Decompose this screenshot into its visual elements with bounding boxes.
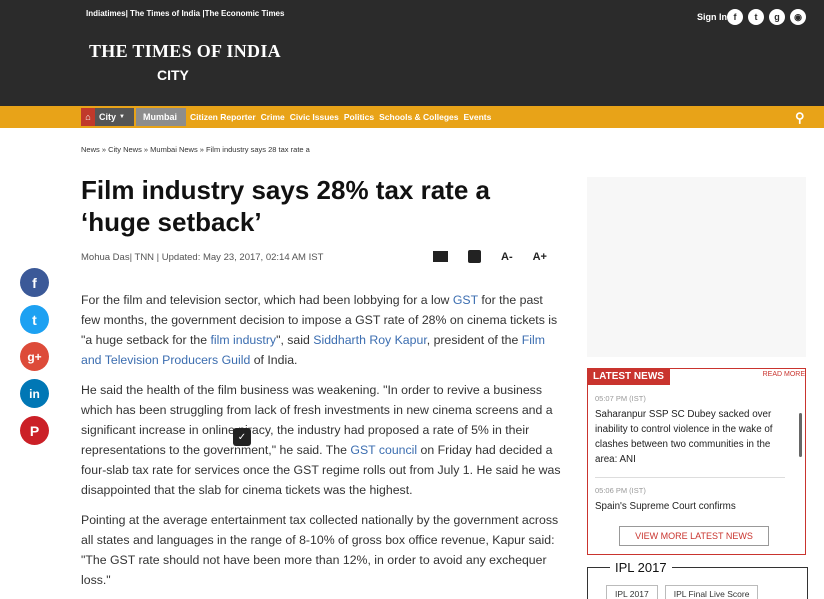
paragraph: Pointing at the average entertainment ta… (81, 513, 559, 587)
producers-guild-link[interactable]: Film and Television Producers Guild (81, 333, 546, 367)
nav-politics[interactable]: Politics (343, 112, 375, 122)
twitter-share-icon[interactable]: t (20, 305, 49, 334)
sign-in-link[interactable]: Sign In (697, 12, 727, 22)
text: For the film and television sector, whic… (81, 293, 453, 307)
google-plus-icon[interactable]: g (769, 9, 785, 25)
film-industry-link[interactable]: film industry (210, 333, 277, 347)
facebook-icon[interactable]: f (727, 9, 743, 25)
ipl-tags: IPL 2017 IPL Final Live Score (606, 585, 759, 599)
news-title[interactable]: Spain's Supreme Court confirms (595, 501, 736, 512)
text: ", said (276, 333, 314, 347)
nav-mumbai[interactable]: Mumbai (136, 108, 186, 126)
text: of India. (250, 353, 298, 367)
pocket-save-icon[interactable]: ✓ (233, 428, 251, 446)
list-item[interactable]: 05:07 PM (IST) Saharanpur SSP SC Dubey s… (595, 394, 795, 467)
nav-items: Citizen Reporter Crime Civic Issues Poli… (190, 112, 491, 122)
news-time: 05:06 PM (IST) (595, 486, 646, 495)
breadcrumb[interactable]: News » City News » Mumbai News » Film in… (81, 145, 310, 154)
gst-link[interactable]: GST (452, 293, 478, 307)
latest-news-title: LATEST NEWS (587, 368, 670, 385)
ipl-tag[interactable]: IPL 2017 (606, 585, 658, 599)
home-icon[interactable]: ⌂ (81, 108, 95, 126)
ad-slot (587, 177, 806, 357)
news-time: 05:07 PM (IST) (595, 394, 646, 403)
ipl-tag[interactable]: IPL Final Live Score (664, 585, 759, 599)
list-item[interactable]: 05:06 PM (IST) Spain's Supreme Court con… (595, 486, 795, 514)
text: , president of the (426, 333, 522, 347)
news-title[interactable]: Saharanpur SSP SC Dubey sacked over inab… (595, 409, 773, 465)
nav-events[interactable]: Events (463, 112, 492, 122)
font-decrease-button[interactable]: A- (501, 250, 513, 263)
nav-citizen-reporter[interactable]: Citizen Reporter (190, 112, 256, 122)
byline: Mohua Das| TNN | Updated: May 23, 2017, … (81, 252, 324, 263)
nav-city-label: City (99, 112, 117, 122)
rss-icon[interactable]: ◉ (790, 9, 806, 25)
facebook-share-icon[interactable]: f (20, 268, 49, 297)
text: He said the health of the film business … (81, 383, 553, 457)
ipl-widget: IPL 2017 IPL 2017 IPL Final Live Score (587, 560, 808, 599)
nav-city[interactable]: City ▼ (95, 108, 134, 126)
twitter-icon[interactable]: t (748, 9, 764, 25)
text: on Friday had decided a four-slab tax ra… (81, 443, 561, 497)
siddharth-roy-kapur-link[interactable]: Siddharth Roy Kapur (313, 333, 427, 347)
read-more-link[interactable]: READ MORE (762, 371, 805, 378)
masthead: Indiatimes| The Times of India |The Econ… (0, 0, 824, 106)
font-increase-button[interactable]: A+ (532, 250, 547, 263)
page-title: Film industry says 28% tax rate a ‘huge … (81, 175, 490, 237)
article-tools: A- A+ (433, 250, 547, 263)
paragraph: He said the health of the film business … (81, 380, 565, 500)
nav-schools-colleges[interactable]: Schools & Colleges (379, 112, 459, 122)
gst-council-link[interactable]: GST council (350, 443, 418, 457)
pinterest-share-icon[interactable]: P (20, 416, 49, 445)
search-icon[interactable]: ⚲ (795, 110, 805, 125)
nav-crime[interactable]: Crime (260, 112, 285, 122)
text: for the past few months, the government … (81, 293, 558, 347)
nav-bar: ⌂ City ▼ Mumbai Citizen Reporter Crime Ci… (0, 106, 824, 128)
top-links[interactable]: Indiatimes| The Times of India |The Econ… (86, 9, 285, 18)
latest-news-widget: LATEST NEWS READ MORE 05:07 PM (IST) Sah… (587, 368, 806, 555)
brand-sub[interactable]: CITY (157, 67, 189, 83)
print-icon[interactable] (468, 250, 481, 263)
article-body: For the film and television sector, whic… (81, 290, 565, 599)
social-top: f t g ◉ (727, 9, 806, 25)
scrollbar[interactable] (799, 413, 802, 457)
ipl-title: IPL 2017 (610, 560, 672, 575)
divider (595, 477, 785, 478)
google-plus-share-icon[interactable]: g+ (20, 342, 49, 371)
paragraph: For the film and television sector, whic… (81, 290, 565, 370)
view-more-button[interactable]: VIEW MORE LATEST NEWS (619, 526, 769, 546)
share-bar: f t g+ in P (20, 268, 49, 445)
brand-logo[interactable]: THE TIMES OF INDIA (89, 41, 281, 61)
nav-civic-issues[interactable]: Civic Issues (289, 112, 339, 122)
linkedin-share-icon[interactable]: in (20, 379, 49, 408)
mail-icon[interactable] (433, 251, 448, 262)
chevron-down-icon: ▼ (119, 114, 125, 120)
